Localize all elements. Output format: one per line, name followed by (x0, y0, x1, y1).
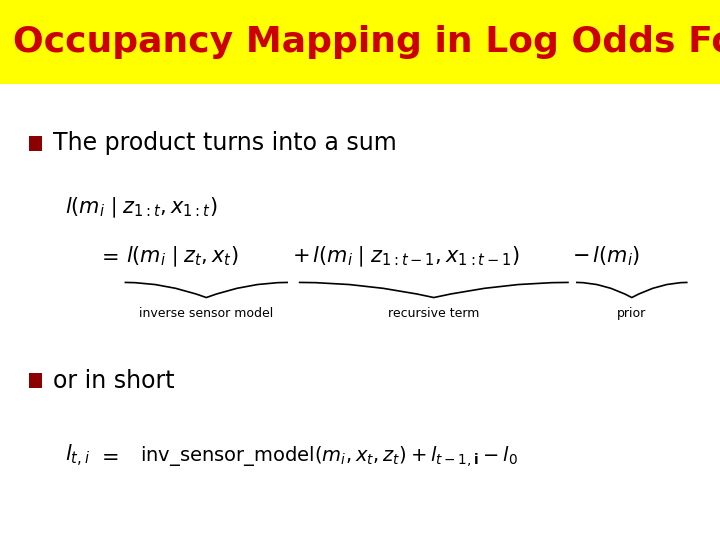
Text: or in short: or in short (53, 369, 174, 393)
Text: inverse sensor model: inverse sensor model (139, 307, 274, 320)
Text: $-\,l(m_i)$: $-\,l(m_i)$ (572, 245, 641, 268)
Text: Occupancy Mapping in Log Odds Form: Occupancy Mapping in Log Odds Form (13, 25, 720, 59)
Text: $l(m_i \mid z_t, x_t)$: $l(m_i \mid z_t, x_t)$ (126, 244, 238, 269)
Text: $\mathrm{inv\_sensor\_model}(m_i, x_t, z_t) + l_{t-1,\mathbf{i}} - l_0$: $\mathrm{inv\_sensor\_model}(m_i, x_t, z… (140, 444, 518, 469)
Text: $l(m_i \mid z_{1:t}, x_{1:t})$: $l(m_i \mid z_{1:t}, x_{1:t})$ (65, 195, 217, 220)
FancyBboxPatch shape (29, 373, 42, 388)
Text: recursive term: recursive term (388, 307, 480, 320)
FancyBboxPatch shape (29, 136, 42, 151)
Text: The product turns into a sum: The product turns into a sum (53, 131, 396, 155)
Text: prior: prior (617, 307, 647, 320)
Text: $+\,l(m_i \mid z_{1:t-1}, x_{1:t-1})$: $+\,l(m_i \mid z_{1:t-1}, x_{1:t-1})$ (292, 244, 519, 269)
FancyBboxPatch shape (0, 0, 720, 84)
Text: $l_{t,i}$: $l_{t,i}$ (65, 443, 90, 469)
Text: $=$: $=$ (97, 246, 119, 267)
Text: $=$: $=$ (97, 446, 119, 467)
